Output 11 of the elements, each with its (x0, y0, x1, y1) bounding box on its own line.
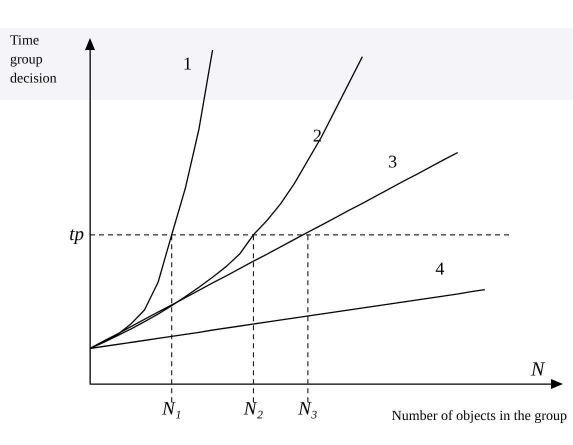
annotation: N (530, 358, 546, 380)
y-axis-title: Time group decision (10, 34, 57, 87)
series-label: 2 (312, 125, 322, 146)
x-tick-label: N₂ (242, 398, 264, 420)
x-tick-label: N₁ (161, 398, 182, 420)
x-tick-label: N₃ (297, 398, 318, 420)
series-label: 1 (183, 54, 192, 74)
series-label: 4 (435, 258, 444, 278)
series-label: 3 (388, 151, 398, 172)
x-axis-title: Number of objects in the group (392, 408, 567, 424)
ref-line-label: tp (69, 224, 84, 245)
